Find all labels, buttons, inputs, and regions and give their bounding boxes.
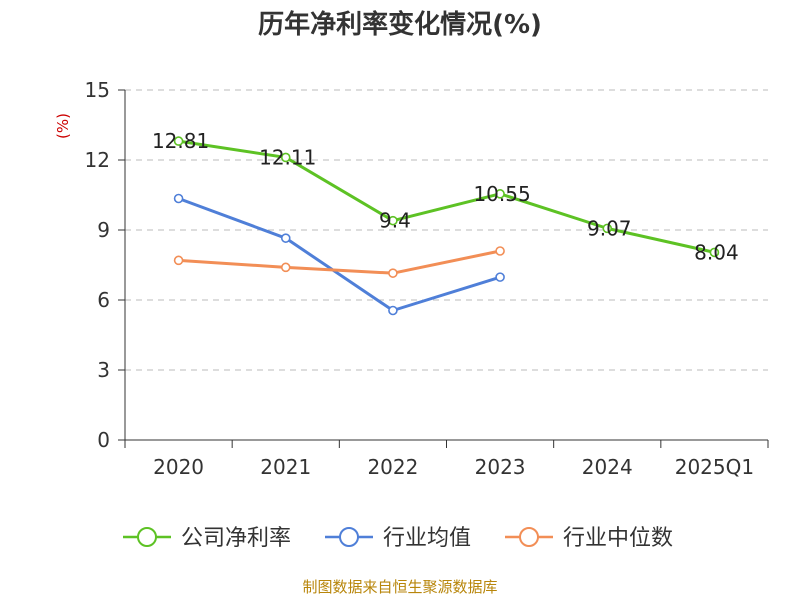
legend-marker (137, 527, 157, 547)
data-label: 10.55 (473, 182, 530, 206)
x-tick-label: 2022 (367, 455, 418, 479)
x-tick-label: 2021 (260, 455, 311, 479)
data-point (173, 136, 184, 146)
data-label: 9.07 (587, 216, 632, 240)
data-point (388, 215, 398, 226)
data-point (602, 223, 613, 234)
x-tick-label: 2023 (475, 455, 526, 479)
x-tick-label: 2020 (153, 455, 204, 479)
data-point (388, 305, 398, 316)
y-tick-label: 3 (97, 358, 110, 382)
y-tick-label: 9 (97, 218, 110, 242)
legend-item[interactable]: 公司净利率 (123, 526, 291, 551)
data-point (495, 246, 505, 256)
x-tick-label: 2025Q1 (675, 455, 754, 479)
data-point (173, 193, 184, 204)
series-line (178, 249, 501, 275)
data-labels: 12.81 12.11 9.4 10.55 9.07 8.04 (152, 129, 739, 264)
data-point (495, 272, 505, 282)
data-point (280, 262, 291, 273)
chart-title: 历年净利率变化情况(%) (258, 9, 542, 40)
data-label: 8.04 (694, 240, 739, 264)
data-label: 9.4 (379, 209, 411, 233)
data-label: 12.81 (152, 129, 209, 153)
legend-item[interactable]: 行业均值 (325, 526, 471, 551)
series-line (178, 197, 501, 312)
data-point (709, 247, 720, 258)
legend-label: 行业中位数 (563, 526, 673, 551)
y-axis-unit-label: (%) (54, 113, 72, 139)
y-tick-label: 6 (97, 288, 110, 312)
data-label: 12.11 (259, 145, 316, 169)
legend-label: 公司净利率 (181, 526, 291, 551)
legend-item[interactable]: 行业中位数 (505, 526, 673, 551)
axes: 0 3 6 9 12 15 2020 2021 2022 2023 2024 2025Q1 (85, 78, 769, 479)
legend-label: 行业均值 (383, 526, 471, 551)
x-tick-label: 2024 (582, 455, 633, 479)
data-point (280, 233, 291, 243)
data-point (495, 189, 505, 199)
source-note: 制图数据来自恒生聚源数据库 (302, 578, 497, 596)
y-tick-label: 15 (85, 78, 110, 102)
legend[interactable]: 公司净利率 行业均值 行业中位数 (123, 526, 673, 551)
series-line (178, 139, 715, 254)
y-tick-label: 0 (97, 428, 110, 452)
data-point (173, 255, 184, 266)
y-tick-label: 12 (85, 148, 110, 172)
legend-marker (339, 527, 359, 547)
legend-marker (519, 527, 539, 547)
series-lines (173, 136, 720, 316)
grid-lines (125, 89, 768, 371)
data-point (280, 152, 291, 163)
data-point (388, 268, 398, 278)
